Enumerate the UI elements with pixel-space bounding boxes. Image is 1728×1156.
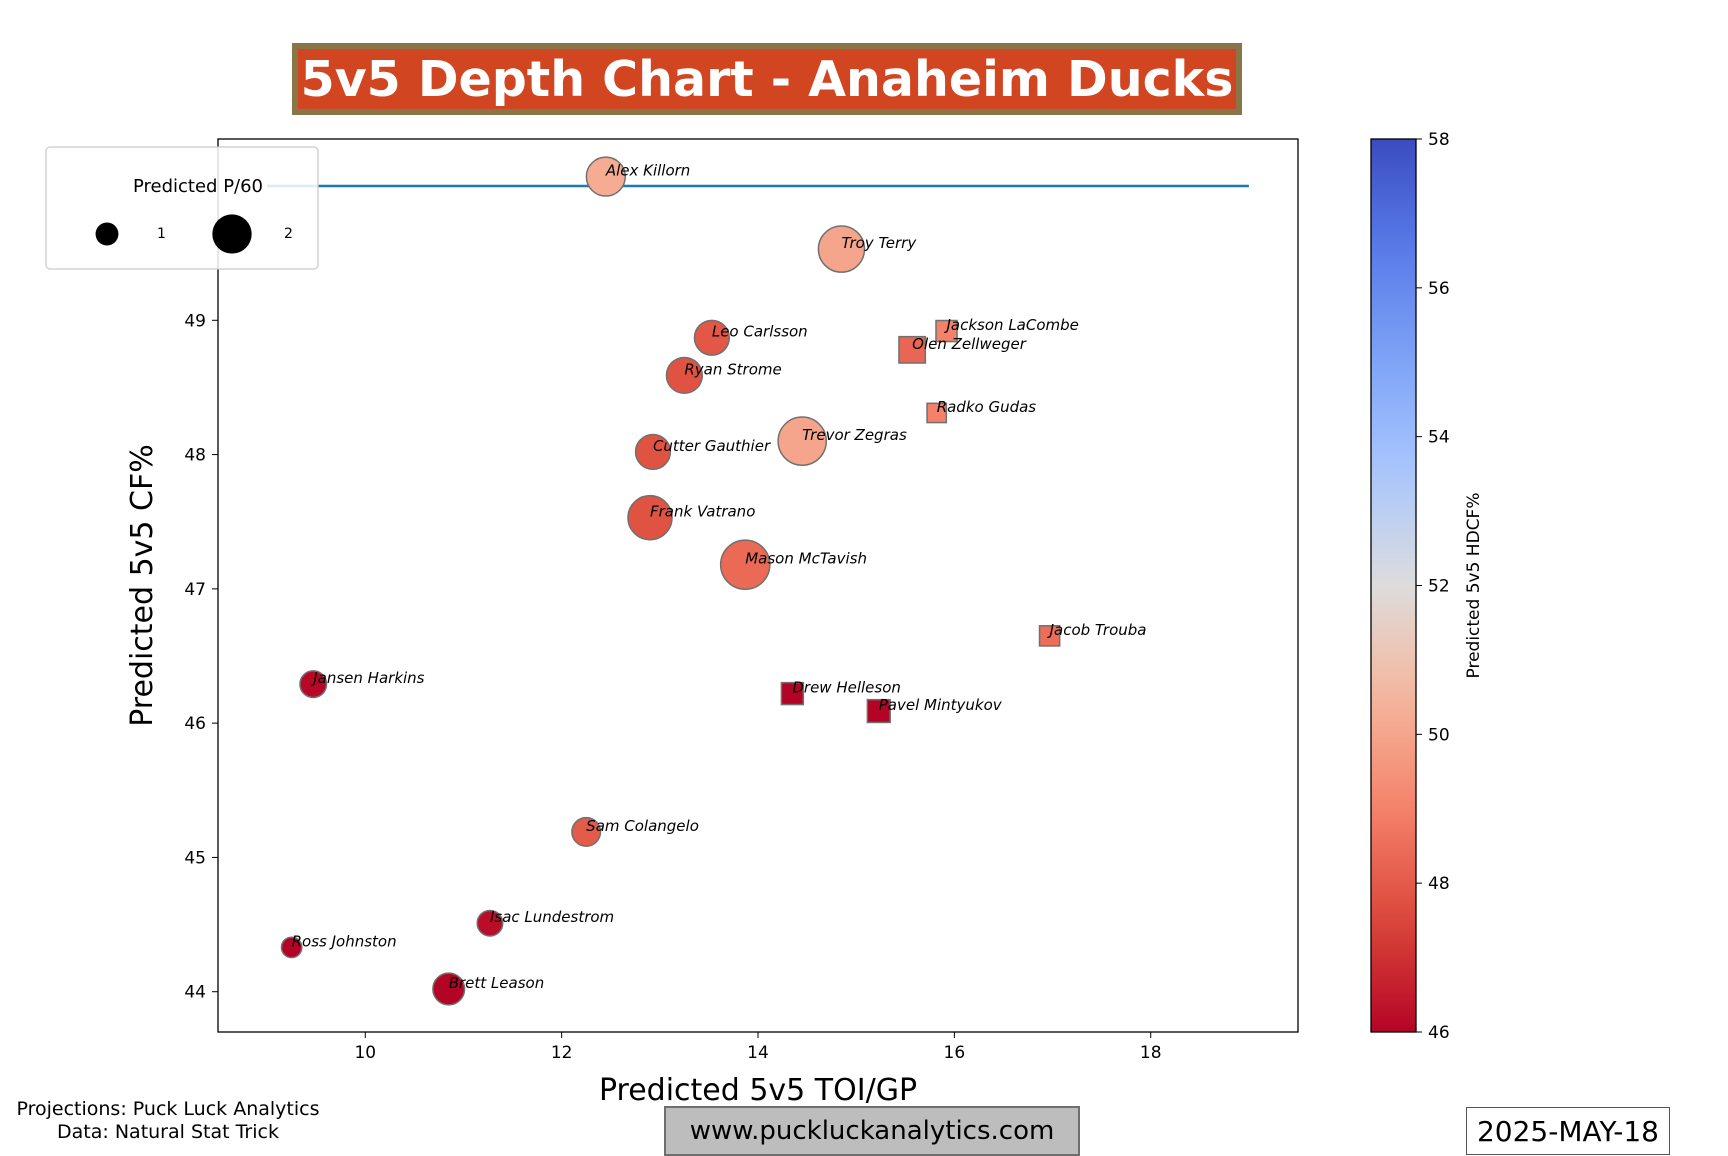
y-tick-label: 47 [184,580,206,600]
colorbar-tick-label: 50 [1428,725,1450,745]
legend-frame [45,146,319,270]
chart-date: 2025-MAY-18 [1476,1114,1659,1148]
date-box: 2025-MAY-18 [1466,1107,1670,1155]
legend-label: 2 [284,226,293,242]
player-marker [898,335,927,364]
colorbar-tick-label: 54 [1428,428,1450,448]
x-tick-label: 10 [354,1043,376,1063]
player-label: Brett Leason [449,974,545,992]
player-label: Cutter Gauthier [653,437,771,455]
legend-label: 1 [157,226,166,242]
player-label: Alex Killorn [605,162,691,180]
x-tick-label: 12 [551,1043,573,1063]
player-label: Sam Colangelo [586,817,699,835]
colorbar-tick-label: 58 [1428,130,1450,150]
player-marker [935,319,958,343]
colorbar-tick-label: 48 [1428,874,1450,894]
projections-credit: Projections: Puck Luck Analytics [16,1098,320,1120]
website-url: www.puckluckanalytics.com [689,1116,1055,1146]
player-label: Pavel Mintyukov [879,696,1003,714]
y-tick-label: 46 [184,714,206,734]
player-marker [1038,625,1061,647]
y-tick-label: 44 [184,983,206,1003]
player-marker [719,539,771,591]
player-marker [627,494,673,541]
y-tick-label: 49 [184,311,206,331]
chart-title-box: 5v5 Depth Chart - Anaheim Ducks [292,43,1242,115]
player-marker [817,225,866,273]
player-marker [476,909,504,937]
x-tick-label: 14 [747,1043,769,1063]
data-source-credit: Data: Natural Stat Trick [57,1121,279,1143]
player-marker [777,416,828,466]
size-legend: Predicted P/60 1 2 [45,146,319,270]
colorbar [1370,138,1417,1033]
y-tick-label: 45 [184,848,206,868]
website-box: www.puckluckanalytics.com [664,1106,1080,1156]
player-label: Jansen Harkins [310,669,424,687]
player-marker [780,681,805,706]
chart-title: 5v5 Depth Chart - Anaheim Ducks [300,50,1234,108]
player-marker [432,972,466,1006]
x-axis-label: Predicted 5v5 TOI/GP [599,1073,917,1108]
player-label: Olen Zellweger [912,335,1027,353]
player-label: Jacob Trouba [1047,621,1147,639]
player-label: Mason McTavish [745,550,867,568]
colorbar-tick-label: 56 [1428,279,1450,299]
x-tick-label: 16 [944,1043,966,1063]
player-marker [571,816,602,847]
player-marker [299,670,328,699]
x-tick-label: 18 [1140,1043,1162,1063]
footer-credits: Projections: Puck Luck Analytics Data: N… [8,1098,328,1144]
player-marker [693,319,730,356]
player-label: Ross Johnston [292,932,397,950]
player-marker [866,698,891,724]
player-label: Ryan Strome [684,360,781,378]
player-label: Isac Lundestrom [490,908,614,926]
colorbar-tick-label: 52 [1428,577,1450,597]
player-label: Frank Vatrano [650,503,755,521]
player-label: Radko Gudas [937,398,1037,416]
player-marker [280,936,303,959]
player-label: Jackson LaCombe [944,316,1079,334]
player-label: Trevor Zegras [802,426,907,444]
player-label: Troy Terry [841,234,917,252]
player-marker [926,402,948,424]
player-label: Leo Carlsson [712,323,808,341]
y-axis-label: Predicted 5v5 CF% [125,444,160,727]
player-label: Drew Helleson [792,679,901,697]
player-marker [585,156,627,197]
player-marker [665,356,704,394]
player-marker [634,433,672,471]
colorbar-label: Predicted 5v5 HDCF% [1464,493,1484,679]
legend-marker [212,214,252,254]
colorbar-tick-label: 46 [1428,1023,1450,1043]
legend-marker [95,222,119,246]
y-tick-label: 48 [184,446,206,466]
legend-title: Predicted P/60 [133,176,263,197]
